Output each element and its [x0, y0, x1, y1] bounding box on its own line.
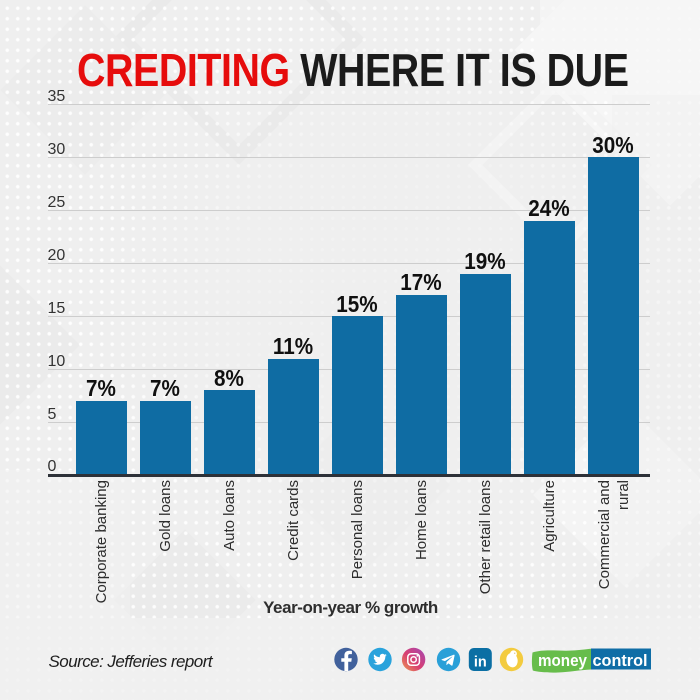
svg-text:in: in [474, 655, 487, 671]
svg-text:control: control [593, 651, 648, 670]
svg-text:money: money [538, 651, 587, 670]
